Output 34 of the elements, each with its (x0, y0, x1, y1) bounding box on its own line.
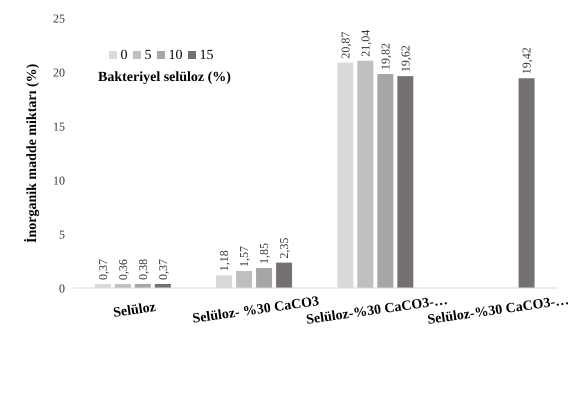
y-tick-label: 10 (53, 173, 65, 188)
data-label: 0,38 (136, 258, 150, 280)
legend-label: 0 (119, 48, 128, 63)
data-label: 19,82 (378, 42, 392, 70)
data-label: 1,57 (237, 246, 252, 268)
y-tick-label: 25 (53, 11, 65, 26)
legend-title: Bakteriyel selüloz (%) (98, 70, 231, 86)
y-tick-label: 20 (53, 65, 65, 80)
y-tick-label: 5 (59, 227, 65, 242)
y-tick-label: 0 (59, 281, 65, 296)
x-tick-label: Selüloz (112, 300, 157, 321)
data-label: 0,37 (156, 259, 170, 280)
data-label: 0,36 (116, 259, 130, 280)
data-label: 0,37 (96, 259, 110, 280)
bar (114, 284, 131, 288)
data-label: 19,62 (398, 45, 412, 72)
y-tick-label: 15 (53, 119, 65, 134)
bar (377, 74, 394, 288)
bar (357, 60, 374, 288)
bar (276, 262, 292, 288)
y-axis-title: İnorganik madde miktarı (%) (24, 63, 40, 243)
legend-label: 15 (198, 48, 214, 63)
legend-label: 5 (143, 48, 152, 63)
data-label: 20,87 (338, 32, 352, 59)
bar (256, 268, 272, 288)
bar (397, 76, 414, 288)
data-label: 1,85 (257, 243, 272, 264)
legend-label: 10 (167, 48, 182, 63)
bar (236, 271, 252, 288)
data-label: 2,35 (277, 238, 292, 259)
data-label: 21,04 (358, 30, 372, 57)
bar (518, 78, 535, 288)
data-label: 19,42 (520, 47, 534, 74)
data-label: 1,18 (217, 250, 232, 272)
